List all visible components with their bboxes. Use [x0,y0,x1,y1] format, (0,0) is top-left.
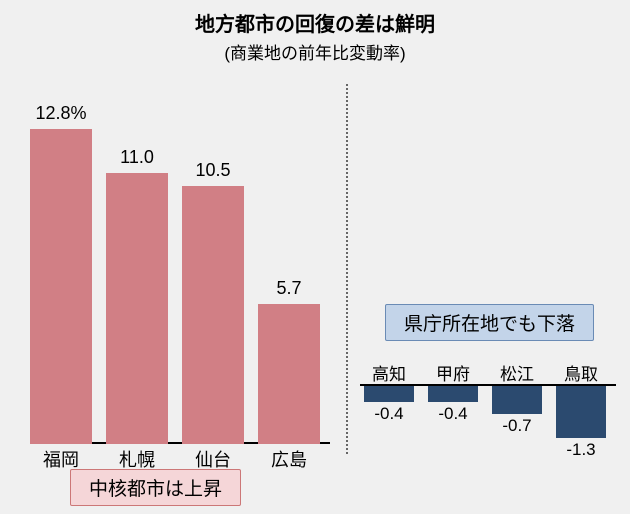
left-bar-value: 10.5 [182,160,244,181]
right-caption: 県庁所在地でも下落 [385,304,594,341]
right-bar-category: 甲府 [428,360,478,385]
right-chart: 県庁所在地でも下落 高知-0.4甲府-0.4松江-0.7鳥取-1.3 [360,64,620,514]
left-caption: 中核都市は上昇 [70,469,241,506]
right-bar-value: -0.4 [426,404,480,424]
right-bar: 高知-0.4 [364,386,414,402]
left-bar: 10.5仙台 [182,186,244,444]
right-bar-value: -0.7 [490,416,544,436]
chart-subtitle: (商業地の前年比変動率) [0,39,630,64]
left-chart: 12.8%福岡11.0札幌10.5仙台5.7広島 中核都市は上昇 [20,64,330,514]
right-bar: 甲府-0.4 [428,386,478,402]
right-bar: 松江-0.7 [492,386,542,414]
left-bar: 5.7広島 [258,304,320,444]
right-bar-value: -0.4 [362,404,416,424]
chart-title: 地方都市の回復の差は鮮明 [0,8,630,37]
divider [346,84,348,454]
right-bar-category: 高知 [364,360,414,385]
right-bar: 鳥取-1.3 [556,386,606,438]
left-bar-value: 5.7 [258,278,320,299]
right-bar-value: -1.3 [554,440,608,460]
right-bar-category: 鳥取 [556,360,606,385]
chart-content: 12.8%福岡11.0札幌10.5仙台5.7広島 中核都市は上昇 県庁所在地でも… [0,64,630,514]
left-bar-value: 11.0 [106,147,168,168]
left-bar-value: 12.8% [30,103,92,124]
left-bar: 11.0札幌 [106,173,168,444]
left-bar: 12.8%福岡 [30,129,92,444]
right-bar-category: 松江 [492,360,542,385]
left-bar-category: 広島 [258,446,320,472]
